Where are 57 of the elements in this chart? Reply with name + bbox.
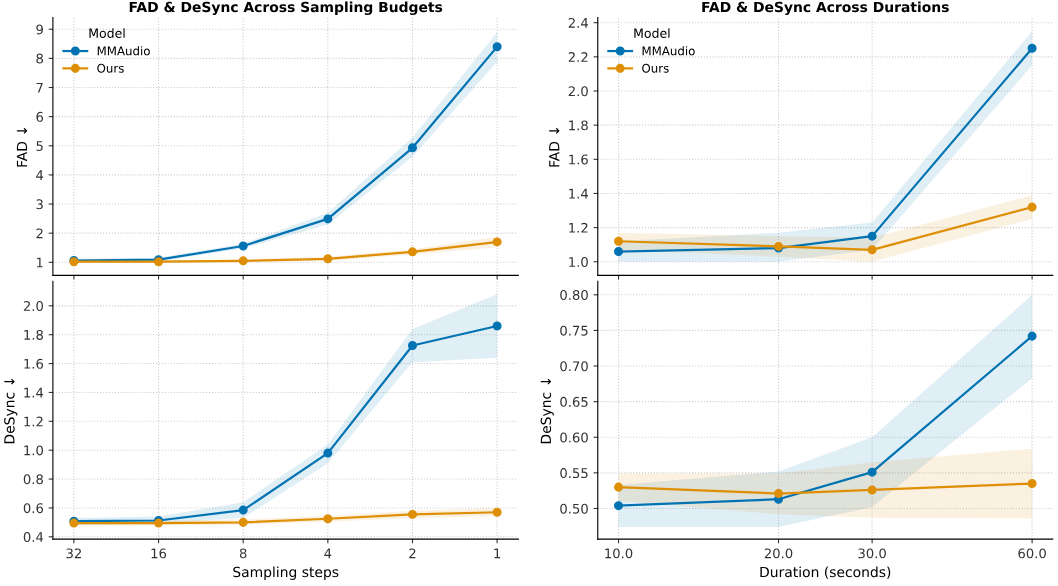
- y-tick-label: 1.6: [24, 358, 44, 369]
- y-tick-label: 7: [36, 82, 43, 93]
- y-tick-label: 6: [36, 111, 44, 122]
- y-tick-label: 2.0: [568, 86, 588, 97]
- y-tick-label: 1.6: [569, 154, 588, 165]
- x-tick-label: 10.0: [605, 548, 633, 559]
- y-axis-title: DeSync ↓: [4, 378, 18, 444]
- y-tick-label: 2.4: [568, 17, 588, 28]
- y-tick-label: 1.2: [24, 416, 43, 427]
- x-tick-label: 16: [151, 548, 167, 559]
- y-tick-label: 5: [36, 141, 43, 151]
- chart-title: FAD & DeSync Across Durations: [702, 1, 949, 16]
- y-tick-label: 1.8: [569, 120, 588, 131]
- x-tick-label: 4: [324, 548, 332, 559]
- y-tick-label: 0.70: [560, 361, 588, 372]
- y-axis-title: FAD ↓: [16, 127, 28, 167]
- y-tick-label: 0.6: [23, 503, 44, 514]
- y-tick-label: 2: [36, 228, 43, 239]
- y-tick-label: 0.50: [560, 503, 588, 514]
- legend-title: Model: [89, 28, 125, 38]
- x-tick-label: 8: [239, 548, 247, 559]
- chart-title: FAD & DeSync Across Sampling Budgets: [129, 1, 443, 16]
- y-tick-label: 1.0: [569, 256, 588, 267]
- y-tick-label: 0.55: [560, 468, 588, 479]
- y-tick-label: 8: [36, 53, 43, 64]
- x-tick-label: 1: [494, 548, 501, 559]
- y-tick-label: 0.4: [23, 532, 44, 543]
- y-tick-label: 2.0: [23, 301, 43, 312]
- y-tick-label: 1.0: [24, 445, 43, 456]
- y-tick-label: 2.2: [568, 52, 588, 62]
- x-tick-label: 32: [66, 548, 81, 559]
- y-tick-label: 0.75: [560, 325, 588, 336]
- y-tick-label: 0.80: [560, 290, 588, 301]
- x-tick-label: 30.0: [858, 548, 886, 559]
- x-tick-label: 2: [409, 548, 416, 559]
- x-axis-title: Duration (seconds): [760, 566, 891, 579]
- x-axis-title: Sampling steps: [233, 566, 339, 580]
- legend-label: Ours: [642, 63, 669, 73]
- legend-label: MMAudio: [97, 46, 150, 56]
- y-tick-label: 3: [36, 199, 43, 210]
- y-tick-label: 0.65: [560, 396, 588, 407]
- y-tick-label: 1: [36, 257, 43, 268]
- y-tick-label: 1.2: [569, 222, 588, 233]
- legend-label: Ours: [97, 63, 124, 73]
- x-tick-label: 60.0: [1018, 548, 1046, 559]
- y-tick-label: 0.8: [23, 474, 43, 485]
- y-axis-title: DeSync ↓: [540, 378, 554, 444]
- y-tick-label: 9: [36, 24, 43, 35]
- y-tick-label: 0.60: [560, 432, 588, 443]
- legend-label: MMAudio: [642, 46, 695, 56]
- y-tick-label: 4: [36, 170, 44, 180]
- legend-title: Model: [634, 28, 670, 38]
- x-tick-label: 20.0: [764, 548, 793, 559]
- y-tick-label: 1.4: [569, 188, 588, 199]
- y-tick-label: 1.4: [24, 387, 44, 398]
- y-axis-title: FAD ↓: [549, 127, 560, 167]
- y-tick-label: 1.8: [24, 329, 43, 340]
